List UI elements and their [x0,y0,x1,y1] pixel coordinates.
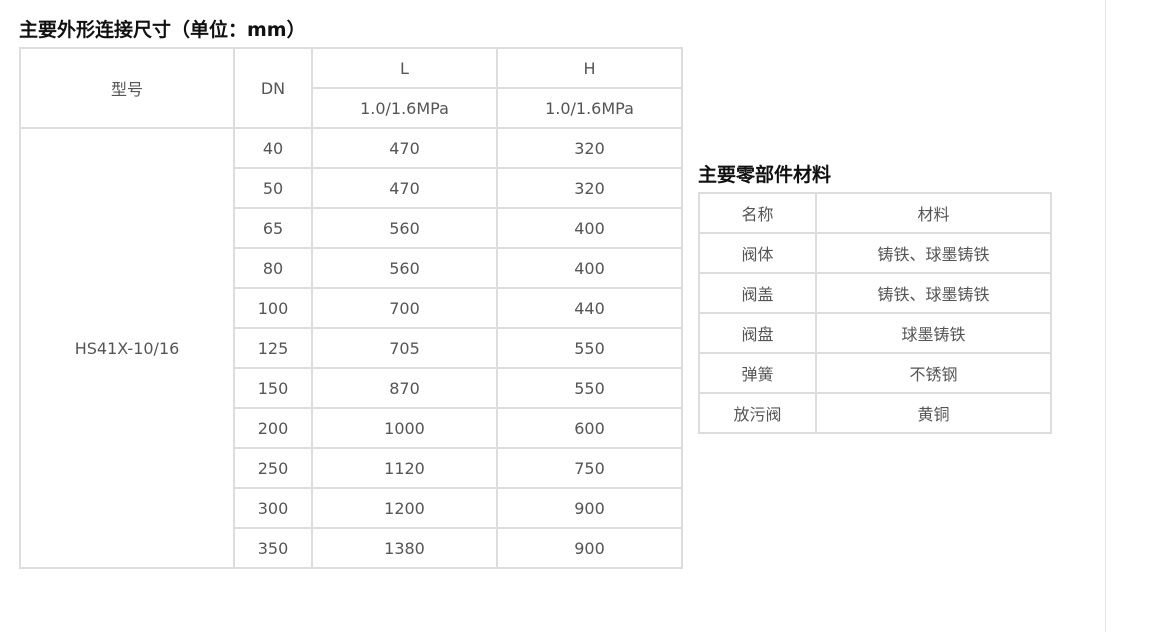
header-h: H [496,47,683,89]
l-cell: 470 [311,127,498,169]
divider [1105,0,1106,632]
table-row: 50 470 320 [20,167,683,209]
material-cell: 球墨铸铁 [815,312,1052,354]
l-cell: 470 [311,167,498,209]
dn-cell: 125 [233,327,313,369]
materials-title: 主要零部件材料 [698,164,832,186]
h-cell: 400 [496,207,683,249]
materials-table: 名称 材料 阀体 铸铁、球墨铸铁 阀盖 铸铁、球墨铸铁 阀盘 球墨铸铁 弹簧 不锈钢 放污阀 黄铜 [698,192,1052,434]
l-cell: 705 [311,327,498,369]
table-row: 80 560 400 [20,247,683,289]
header-row-pressure: 1.0/1.6MPa 1.0/1.6MPa [20,87,683,129]
table-row: 200 1000 600 [20,407,683,449]
header-dn: DN [233,47,313,129]
h-cell: 550 [496,327,683,369]
material-cell: 铸铁、球墨铸铁 [815,272,1052,314]
header-row: 型号 DN L H [19,47,683,129]
table-row: 阀体 铸铁、球墨铸铁 [698,232,1052,274]
dimensions-table: 型号 DN L H 1.0/1.6MPa 1.0/1.6MPa HS41X-10… [19,47,683,569]
dn-cell: 150 [233,367,313,409]
dn-cell: 250 [233,447,313,489]
l-cell: 560 [311,207,498,249]
table-row: 放污阀 黄铜 [698,392,1052,434]
l-cell: 870 [311,367,498,409]
l-cell: 1000 [311,407,498,449]
table-row: 100 700 440 [20,287,683,329]
dn-cell: 80 [233,247,313,289]
dn-cell: 40 [233,127,313,169]
model-cell: HS41X-10/16 [19,127,235,569]
dn-cell: 350 [233,527,313,569]
part-name-cell: 放污阀 [698,392,817,434]
material-cell: 不锈钢 [815,352,1052,394]
part-name-cell: 阀体 [698,232,817,274]
material-cell: 黄铜 [815,392,1052,434]
header-l-pressure: 1.0/1.6MPa [311,87,498,129]
h-cell: 900 [496,487,683,529]
table-row: 阀盘 球墨铸铁 [698,312,1052,354]
h-cell: 400 [496,247,683,289]
h-cell: 750 [496,447,683,489]
h-cell: 550 [496,367,683,409]
part-name-cell: 阀盘 [698,312,817,354]
table-row: 300 1200 900 [20,487,683,529]
part-name-cell: 弹簧 [698,352,817,394]
table-row: 阀盖 铸铁、球墨铸铁 [698,272,1052,314]
h-cell: 320 [496,167,683,209]
dn-cell: 100 [233,287,313,329]
header-model: 型号 [19,47,235,129]
l-cell: 700 [311,287,498,329]
header-name: 名称 [698,192,817,234]
material-cell: 铸铁、球墨铸铁 [815,232,1052,274]
dn-cell: 65 [233,207,313,249]
h-cell: 440 [496,287,683,329]
h-cell: 320 [496,127,683,169]
l-cell: 1380 [311,527,498,569]
header-row: 名称 材料 [698,192,1052,234]
dn-cell: 200 [233,407,313,449]
part-name-cell: 阀盖 [698,272,817,314]
dn-cell: 50 [233,167,313,209]
h-cell: 900 [496,527,683,569]
table-row: 250 1120 750 [20,447,683,489]
table-row: 65 560 400 [20,207,683,249]
header-material: 材料 [815,192,1052,234]
table-row: 350 1380 900 [20,527,683,569]
header-l: L [311,47,498,89]
l-cell: 1120 [311,447,498,489]
header-h-pressure: 1.0/1.6MPa [496,87,683,129]
table-row: 150 870 550 [20,367,683,409]
h-cell: 600 [496,407,683,449]
table-row: HS41X-10/16 40 470 320 [19,127,683,569]
l-cell: 1200 [311,487,498,529]
dimensions-title: 主要外形连接尺寸（单位：mm） [19,19,306,41]
table-row: 弹簧 不锈钢 [698,352,1052,394]
dn-cell: 300 [233,487,313,529]
l-cell: 560 [311,247,498,289]
table-row: 125 705 550 [20,327,683,369]
